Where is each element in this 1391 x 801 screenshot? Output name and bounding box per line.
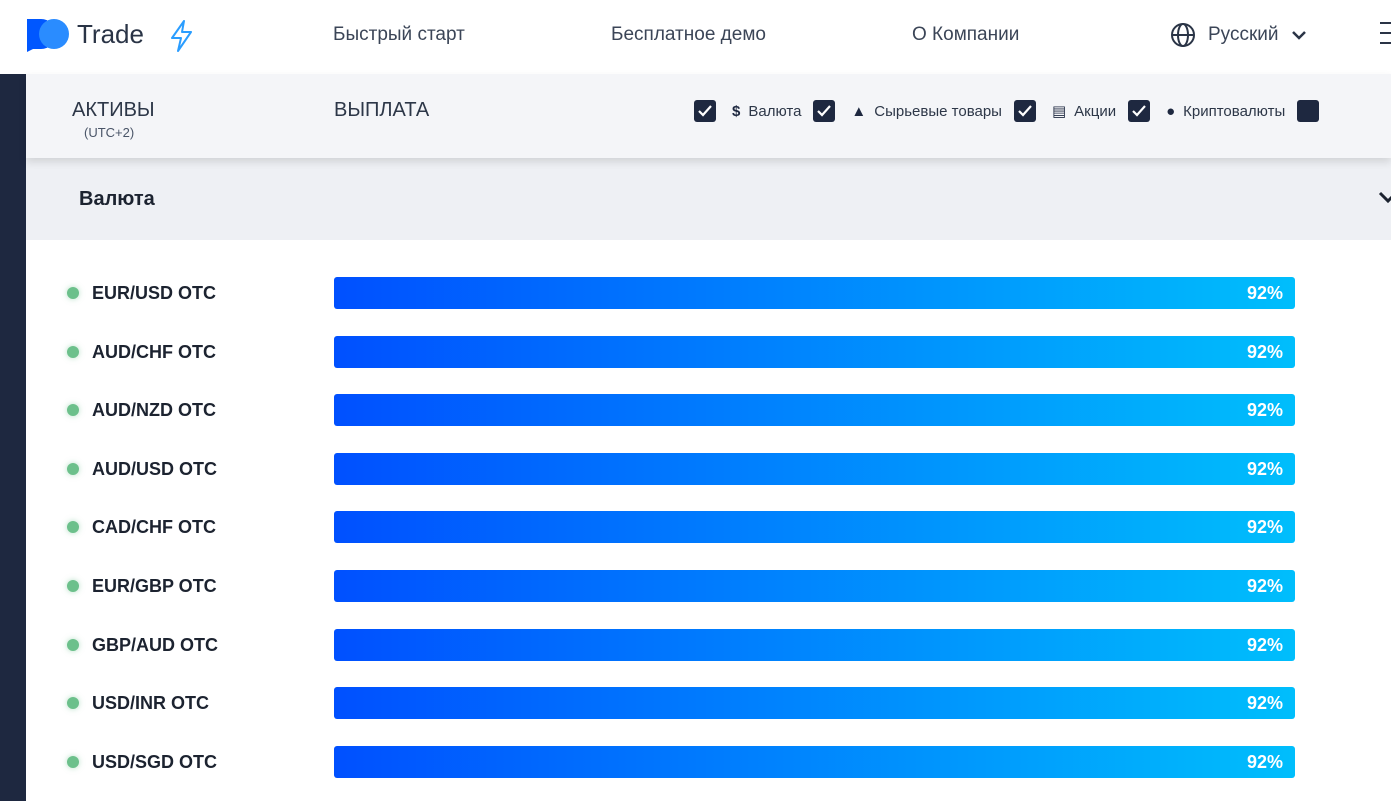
payout-value: 92% [1246,634,1283,655]
nav-link[interactable]: Бесплатное демо [611,24,766,45]
column-assets: АКТИВЫ [72,99,155,121]
status-dot [67,462,79,475]
column-timezone: (UTC+2) [84,125,135,140]
payout-bar: 92% [334,511,1295,544]
payout-value: 92% [1246,400,1283,421]
status-dot [67,345,79,358]
checkbox[interactable] [1013,100,1036,122]
logo-text: Trade [77,18,144,49]
asset-row[interactable]: AUD/CHF OTC 92% [26,335,1391,368]
filter-label: Криптовалюты [1183,102,1286,120]
status-dot [67,521,79,534]
asset-row[interactable]: AUD/NZD OTC 92% [26,394,1391,427]
payout-value: 92% [1246,517,1283,538]
status-dot [67,404,79,417]
section-title: Валюта [79,188,155,210]
top-bar: Trade Быстрый старт Бесплатное демо О Ко… [0,0,1391,74]
filter-label: Сырьевые товары [874,102,1002,120]
chevron-down [1291,31,1306,40]
filter-label: Валюта [748,102,802,120]
filter-icon: ▤ [1051,103,1067,120]
payout-value: 92% [1246,576,1283,596]
section-header[interactable]: Валюта [26,158,1391,240]
checkbox[interactable] [813,100,836,122]
payout-bar: 92% [334,394,1295,427]
bolt-icon[interactable] [168,20,194,52]
nav-link[interactable]: Быстрый старт [333,24,465,45]
payout-bar: 92% [334,628,1295,661]
logo-mark [27,19,69,52]
status-dot [67,287,79,299]
filters: $ Валюта ▲ Сырьевые товары ▤ Акции ● Криптовалю… [694,100,1335,122]
asset-row[interactable]: USD/INR OTC 92% [26,687,1391,720]
filter-icon: ● [1166,102,1176,120]
status-dot [67,755,79,768]
table-header: АКТИВЫ (UTC+2) ВЫПЛАТА $ Валюта ▲ Сырьевые … [26,74,1391,158]
asset-row[interactable]: EUR/GBP OTC 92% [26,570,1391,602]
language-label: Русский [1208,24,1279,45]
filter[interactable]: $ Валюта [694,100,801,122]
payout-value: 92% [1246,341,1283,362]
filter[interactable]: ▲ Сырьевые товары [813,100,1002,122]
column-payout: ВЫПЛАТА [334,99,430,121]
logo[interactable]: Trade [27,16,144,52]
asset-row[interactable]: EUR/USD OTC 92% [26,277,1391,309]
asset-name: EUR/USD OTC [92,283,217,303]
payout-bar: 92% [334,745,1295,778]
menu-button[interactable] [1380,22,1391,52]
asset-name: AUD/NZD OTC [92,400,216,421]
asset-row[interactable]: USD/SGD OTC 92% [26,745,1391,778]
filter[interactable]: ● Криптовалюты [1128,100,1285,122]
asset-name: AUD/USD OTC [92,458,217,479]
filter-icon: $ [732,102,741,120]
asset-name: USD/INR OTC [92,693,209,714]
status-dot [67,580,79,592]
checkbox[interactable] [694,100,716,122]
sidebar [0,74,26,801]
asset-name: GBP/AUD OTC [92,634,218,655]
nav-link[interactable]: О Компании [912,24,1020,45]
filter-label: Акции [1074,102,1117,120]
asset-row[interactable]: AUD/USD OTC 92% [26,452,1391,485]
payout-value: 92% [1246,458,1283,479]
checkbox[interactable] [1297,100,1320,122]
payout-value: 92% [1246,693,1283,714]
payout-bar: 92% [334,570,1295,602]
payout-value: 92% [1246,283,1283,303]
payout-bar: 92% [334,277,1295,309]
asset-name: CAD/CHF OTC [92,517,216,538]
language-select[interactable]: Русский [1170,22,1307,48]
status-dot [67,638,79,651]
filter-icon: ▲ [851,102,867,120]
checkbox[interactable] [1128,100,1151,122]
asset-row[interactable]: GBP/AUD OTC 92% [26,628,1391,661]
filter[interactable]: ▤ Акции [1013,100,1117,122]
asset-name: AUD/CHF OTC [92,341,216,362]
payout-value: 92% [1246,751,1283,772]
globe-icon [1171,23,1195,47]
status-dot [67,697,79,710]
payout-bar: 92% [334,335,1295,368]
asset-name: EUR/GBP OTC [92,576,217,596]
chevron [1378,191,1391,204]
asset-name: USD/SGD OTC [92,751,218,772]
payout-bar: 92% [334,452,1295,485]
payout-bar: 92% [334,687,1295,720]
asset-row[interactable]: CAD/CHF OTC 92% [26,511,1391,544]
